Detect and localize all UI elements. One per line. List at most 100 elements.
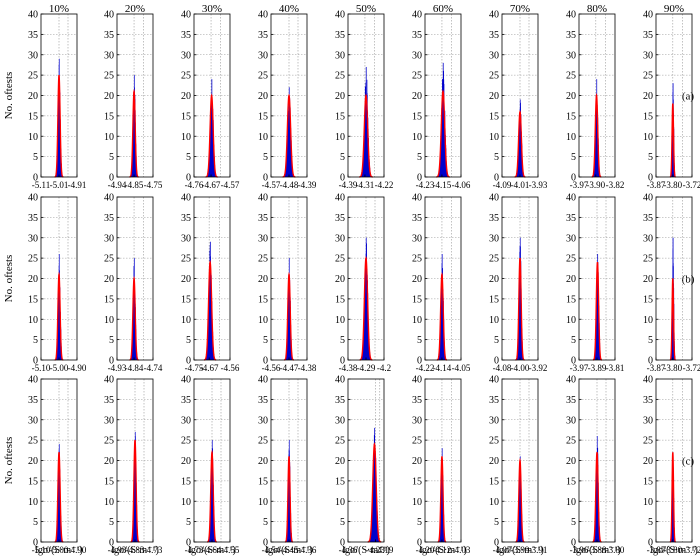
y-tick-label: 15 xyxy=(412,111,422,122)
y-tick-label: 30 xyxy=(412,50,422,61)
y-tick-label: 10 xyxy=(412,315,422,326)
y-tick-label: 15 xyxy=(489,476,499,487)
y-tick-label: 40 xyxy=(566,193,576,204)
fit-curve xyxy=(515,457,525,543)
y-tick-label: 10 xyxy=(104,497,114,508)
y-tick-label: 40 xyxy=(104,375,114,386)
x-tick-label: -3.91 xyxy=(529,545,548,555)
y-tick-label: 20 xyxy=(412,91,422,102)
x-tick-label: -3.81 xyxy=(606,363,625,373)
histogram-panel: 0 5 10 15 20 25 30 35 40 -5.11 -5.01 -4.91 xyxy=(28,10,86,191)
y-tick-label: 30 xyxy=(258,50,268,61)
y-tick-label: 5 xyxy=(186,517,191,528)
y-tick-label: 20 xyxy=(412,274,422,285)
x-tick-label: -5.00 xyxy=(50,545,69,555)
histogram-panel: 0 5 10 15 20 25 30 35 40 -5.10 -5.00 -4.90 xyxy=(28,375,87,556)
y-tick-label: 5 xyxy=(417,517,422,528)
y-tick-label: 15 xyxy=(643,111,653,122)
y-tick-label: 5 xyxy=(263,517,268,528)
column-headers: 10% 20% 30% 40% 50% 60% 70% 80% 90% xyxy=(49,3,684,15)
x-tick-label: -3.80 xyxy=(663,363,682,373)
y-tick-label: 25 xyxy=(181,254,191,265)
y-tick-label: 0 xyxy=(263,538,268,549)
x-tick-label: -3.72 xyxy=(683,363,700,373)
y-tick-label: 30 xyxy=(566,50,576,61)
column-header: 40% xyxy=(279,3,299,15)
y-tick-label: 25 xyxy=(412,254,422,265)
y-tick-label: 0 xyxy=(494,538,499,549)
y-tick-label: 35 xyxy=(258,30,268,41)
y-tick-label: 20 xyxy=(181,456,191,467)
y-tick-label: 15 xyxy=(258,294,268,305)
histogram-panel: 0 5 10 15 20 25 30 35 40 -4.23-4.15 -4.06 xyxy=(412,10,471,191)
y-tick-label: 35 xyxy=(489,395,499,406)
x-tick-label: -3.97 xyxy=(570,180,589,190)
y-tick-label: 40 xyxy=(28,193,38,204)
y-tick-label: 0 xyxy=(648,538,653,549)
fit-curve xyxy=(284,271,294,361)
y-tick-label: 30 xyxy=(489,50,499,61)
y-tick-label: 30 xyxy=(489,415,499,426)
x-tick-label: -3.92 xyxy=(529,363,548,373)
y-tick-label: 15 xyxy=(412,294,422,305)
y-tick-label: 0 xyxy=(186,538,191,549)
y-tick-label: 30 xyxy=(335,233,345,244)
y-tick-label: 10 xyxy=(643,132,653,143)
y-tick-label: 5 xyxy=(33,152,38,163)
y-tick-label: 40 xyxy=(104,10,114,21)
y-tick-label: 30 xyxy=(28,415,38,426)
y-tick-label: 5 xyxy=(648,335,653,346)
x-tick-label: -4.2 xyxy=(377,363,391,373)
column-header: 90% xyxy=(664,3,684,15)
y-tick-label: 35 xyxy=(181,213,191,224)
x-tick-label: -3.96 xyxy=(570,545,589,555)
x-tick-label: -4.23 xyxy=(366,545,385,555)
y-tick-label: 5 xyxy=(417,152,422,163)
y-tick-label: 20 xyxy=(335,456,345,467)
y-tick-label: 35 xyxy=(28,30,38,41)
fit-curve xyxy=(515,257,525,361)
y-tick-label: 40 xyxy=(181,193,191,204)
y-tick-label: 40 xyxy=(335,193,345,204)
x-tick-label: -4.85 xyxy=(125,180,144,190)
y-tick-label: 30 xyxy=(28,233,38,244)
histogram-panel: 0 5 10 15 20 25 30 35 40 -3.97-3.90 -3.82 xyxy=(566,10,624,191)
y-tick-label: 15 xyxy=(181,476,191,487)
y-tick-label: 25 xyxy=(643,436,653,447)
fit-curve xyxy=(129,275,139,361)
x-tick-label: -4.76 xyxy=(185,180,204,190)
x-tick-label: -4.94 xyxy=(108,180,127,190)
histogram-panel: 0 5 10 15 20 25 30 35 40 -4.94-4.85 -4.75 xyxy=(104,10,163,191)
histogram-panel: 0 5 10 15 20 25 30 35 40 -5.10 -5.00 -4.90 xyxy=(28,193,87,374)
y-tick-label: 10 xyxy=(412,132,422,143)
y-tick-label: 20 xyxy=(566,91,576,102)
fit-curve xyxy=(592,262,603,361)
histogram-panel: 0 5 10 15 20 25 30 35 40 -4.73 -4.64 -4.55 xyxy=(181,375,240,556)
y-tick-label: 10 xyxy=(566,497,576,508)
fit-curve xyxy=(130,439,140,543)
y-tick-label: 10 xyxy=(181,315,191,326)
histogram-panel: 0 5 10 15 20 25 30 35 40 -4.20-4.12 -4.03 xyxy=(412,375,471,556)
histogram-panel: 0 5 10 15 20 25 30 35 40 -4.39-4.31 -4.22 xyxy=(335,10,393,191)
fit-curve xyxy=(284,456,294,543)
y-tick-label: 0 xyxy=(571,173,576,184)
y-tick-label: 35 xyxy=(258,395,268,406)
y-tick-label: 20 xyxy=(181,91,191,102)
y-tick-label: 10 xyxy=(258,497,268,508)
y-axis-label: No. oftests xyxy=(3,72,15,120)
fit-curve xyxy=(436,89,450,178)
x-tick-label: -3.88 xyxy=(588,545,607,555)
y-tick-label: 35 xyxy=(566,395,576,406)
y-tick-label: 5 xyxy=(109,517,114,528)
x-axis-label: lgσ/(S·m⁻¹) xyxy=(265,545,313,556)
y-tick-label: 35 xyxy=(566,30,576,41)
y-tick-label: 0 xyxy=(571,538,576,549)
row-tag: (a) xyxy=(682,91,695,103)
y-tick-label: 30 xyxy=(28,50,38,61)
y-tick-label: 25 xyxy=(489,71,499,82)
y-tick-label: 25 xyxy=(489,254,499,265)
y-tick-label: 40 xyxy=(489,375,499,386)
y-tick-label: 25 xyxy=(104,254,114,265)
x-tick-label: -4.93 xyxy=(108,545,127,555)
panels: 0 5 10 15 20 25 30 35 40 -5.11 -5.01 -4.91 0 5 10 15 20 2… xyxy=(28,10,700,556)
